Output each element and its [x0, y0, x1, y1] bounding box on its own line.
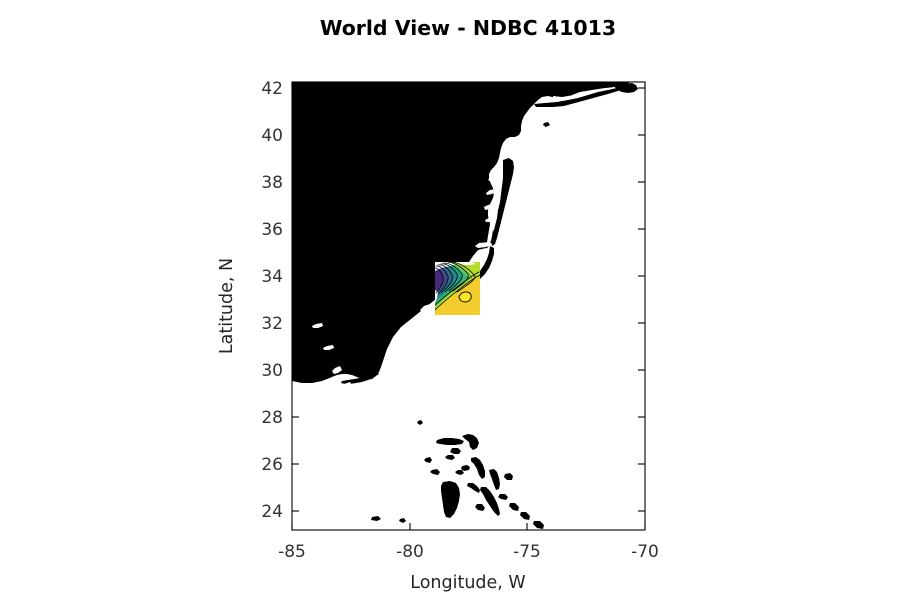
contour-line-3 [437, 264, 453, 294]
contour-line-6 [447, 262, 469, 292]
tampa-bay [332, 366, 342, 374]
landmass-north-america [292, 82, 630, 383]
x-tick-label-neg80: -80 [396, 542, 424, 562]
y-tick-label-32: 32 [261, 314, 283, 334]
contour-line-2 [435, 265, 449, 295]
contour-line-9 [435, 271, 480, 306]
y-tick-label-26: 26 [261, 455, 283, 475]
bimini [424, 457, 432, 463]
san-salvador [504, 473, 513, 480]
contour-line-8 [435, 274, 480, 311]
chesapeake-tributary-2 [486, 189, 497, 195]
contour-closed-island [458, 291, 472, 303]
y-tick-label-42: 42 [261, 79, 283, 99]
y-tick-label-34: 34 [261, 267, 283, 287]
x-tick-label-neg85: -85 [278, 542, 306, 562]
abaco-islands [462, 434, 479, 450]
gulf-coast-inlet-1 [340, 382, 352, 389]
long-island-sound-water [553, 83, 634, 103]
albemarle-sound [475, 242, 492, 248]
contour-patch [435, 262, 480, 315]
contour-line-4 [440, 263, 458, 293]
axis-box [291, 81, 646, 531]
gulf-coast-inlet-3 [312, 323, 323, 328]
page-title: World View - NDBC 41013 [320, 16, 616, 40]
exuma-cays [467, 483, 480, 493]
offshore-dot-2 [543, 122, 550, 127]
contour-line-5 [443, 262, 463, 292]
long-island [534, 88, 622, 107]
bahamas-island-small-4 [520, 512, 530, 520]
contour-line-1 [435, 267, 444, 294]
delmarva-peninsula [491, 158, 514, 246]
bahamas-island-small-1 [445, 455, 455, 460]
bahamas-dot-3 [371, 516, 381, 521]
chesapeake-tributary-3 [484, 204, 496, 210]
coastal-nick-sc [420, 304, 432, 312]
y-tick-label-28: 28 [261, 408, 283, 428]
x-tick-label-neg70: -70 [631, 542, 659, 562]
contour-line-7 [451, 262, 476, 293]
y-tick-label-24: 24 [261, 502, 283, 522]
y-axis-ticks [292, 87, 645, 512]
x-axis-ticks [291, 82, 646, 530]
y-tick-label-40: 40 [261, 126, 283, 146]
gulf-coast-inlet-2 [323, 345, 334, 350]
chesapeake-bay [487, 162, 503, 244]
y-tick-label-30: 30 [261, 361, 283, 381]
bahamas-island-small-6 [455, 470, 464, 475]
bahamas-dot-2 [399, 518, 406, 523]
bahamas-island-small-3 [509, 503, 519, 511]
chesapeake-tributary-1 [488, 174, 498, 181]
cape-cod [614, 83, 638, 93]
y-tick-label-38: 38 [261, 173, 283, 193]
bahamas-island-small-5 [533, 521, 544, 529]
bahamas-bank-outline-1 [450, 448, 461, 454]
grand-bahama-island [436, 438, 464, 445]
x-tick-label-neg75: -75 [513, 542, 541, 562]
x-axis-label: Longitude, W [410, 573, 525, 593]
andros-island [441, 481, 460, 518]
florida-keys [341, 372, 379, 384]
bahamas-island-small-8 [475, 504, 485, 511]
eleuthera [471, 457, 485, 479]
bahamas-island-small-7 [430, 469, 440, 475]
long-island-bahamas [480, 487, 500, 516]
chesapeake-tributary-4 [485, 217, 497, 222]
atlantic-inlet-fl [384, 338, 399, 375]
new-providence [461, 465, 470, 471]
map-layer [292, 82, 638, 529]
y-tick-label-36: 36 [261, 220, 283, 240]
bahamas-dot-1 [417, 420, 423, 425]
contour-band-level-0 [435, 268, 443, 292]
cat-island [489, 469, 500, 490]
bahamas-island-small-2 [498, 494, 508, 500]
y-axis-label: Latitude, N [217, 258, 237, 354]
